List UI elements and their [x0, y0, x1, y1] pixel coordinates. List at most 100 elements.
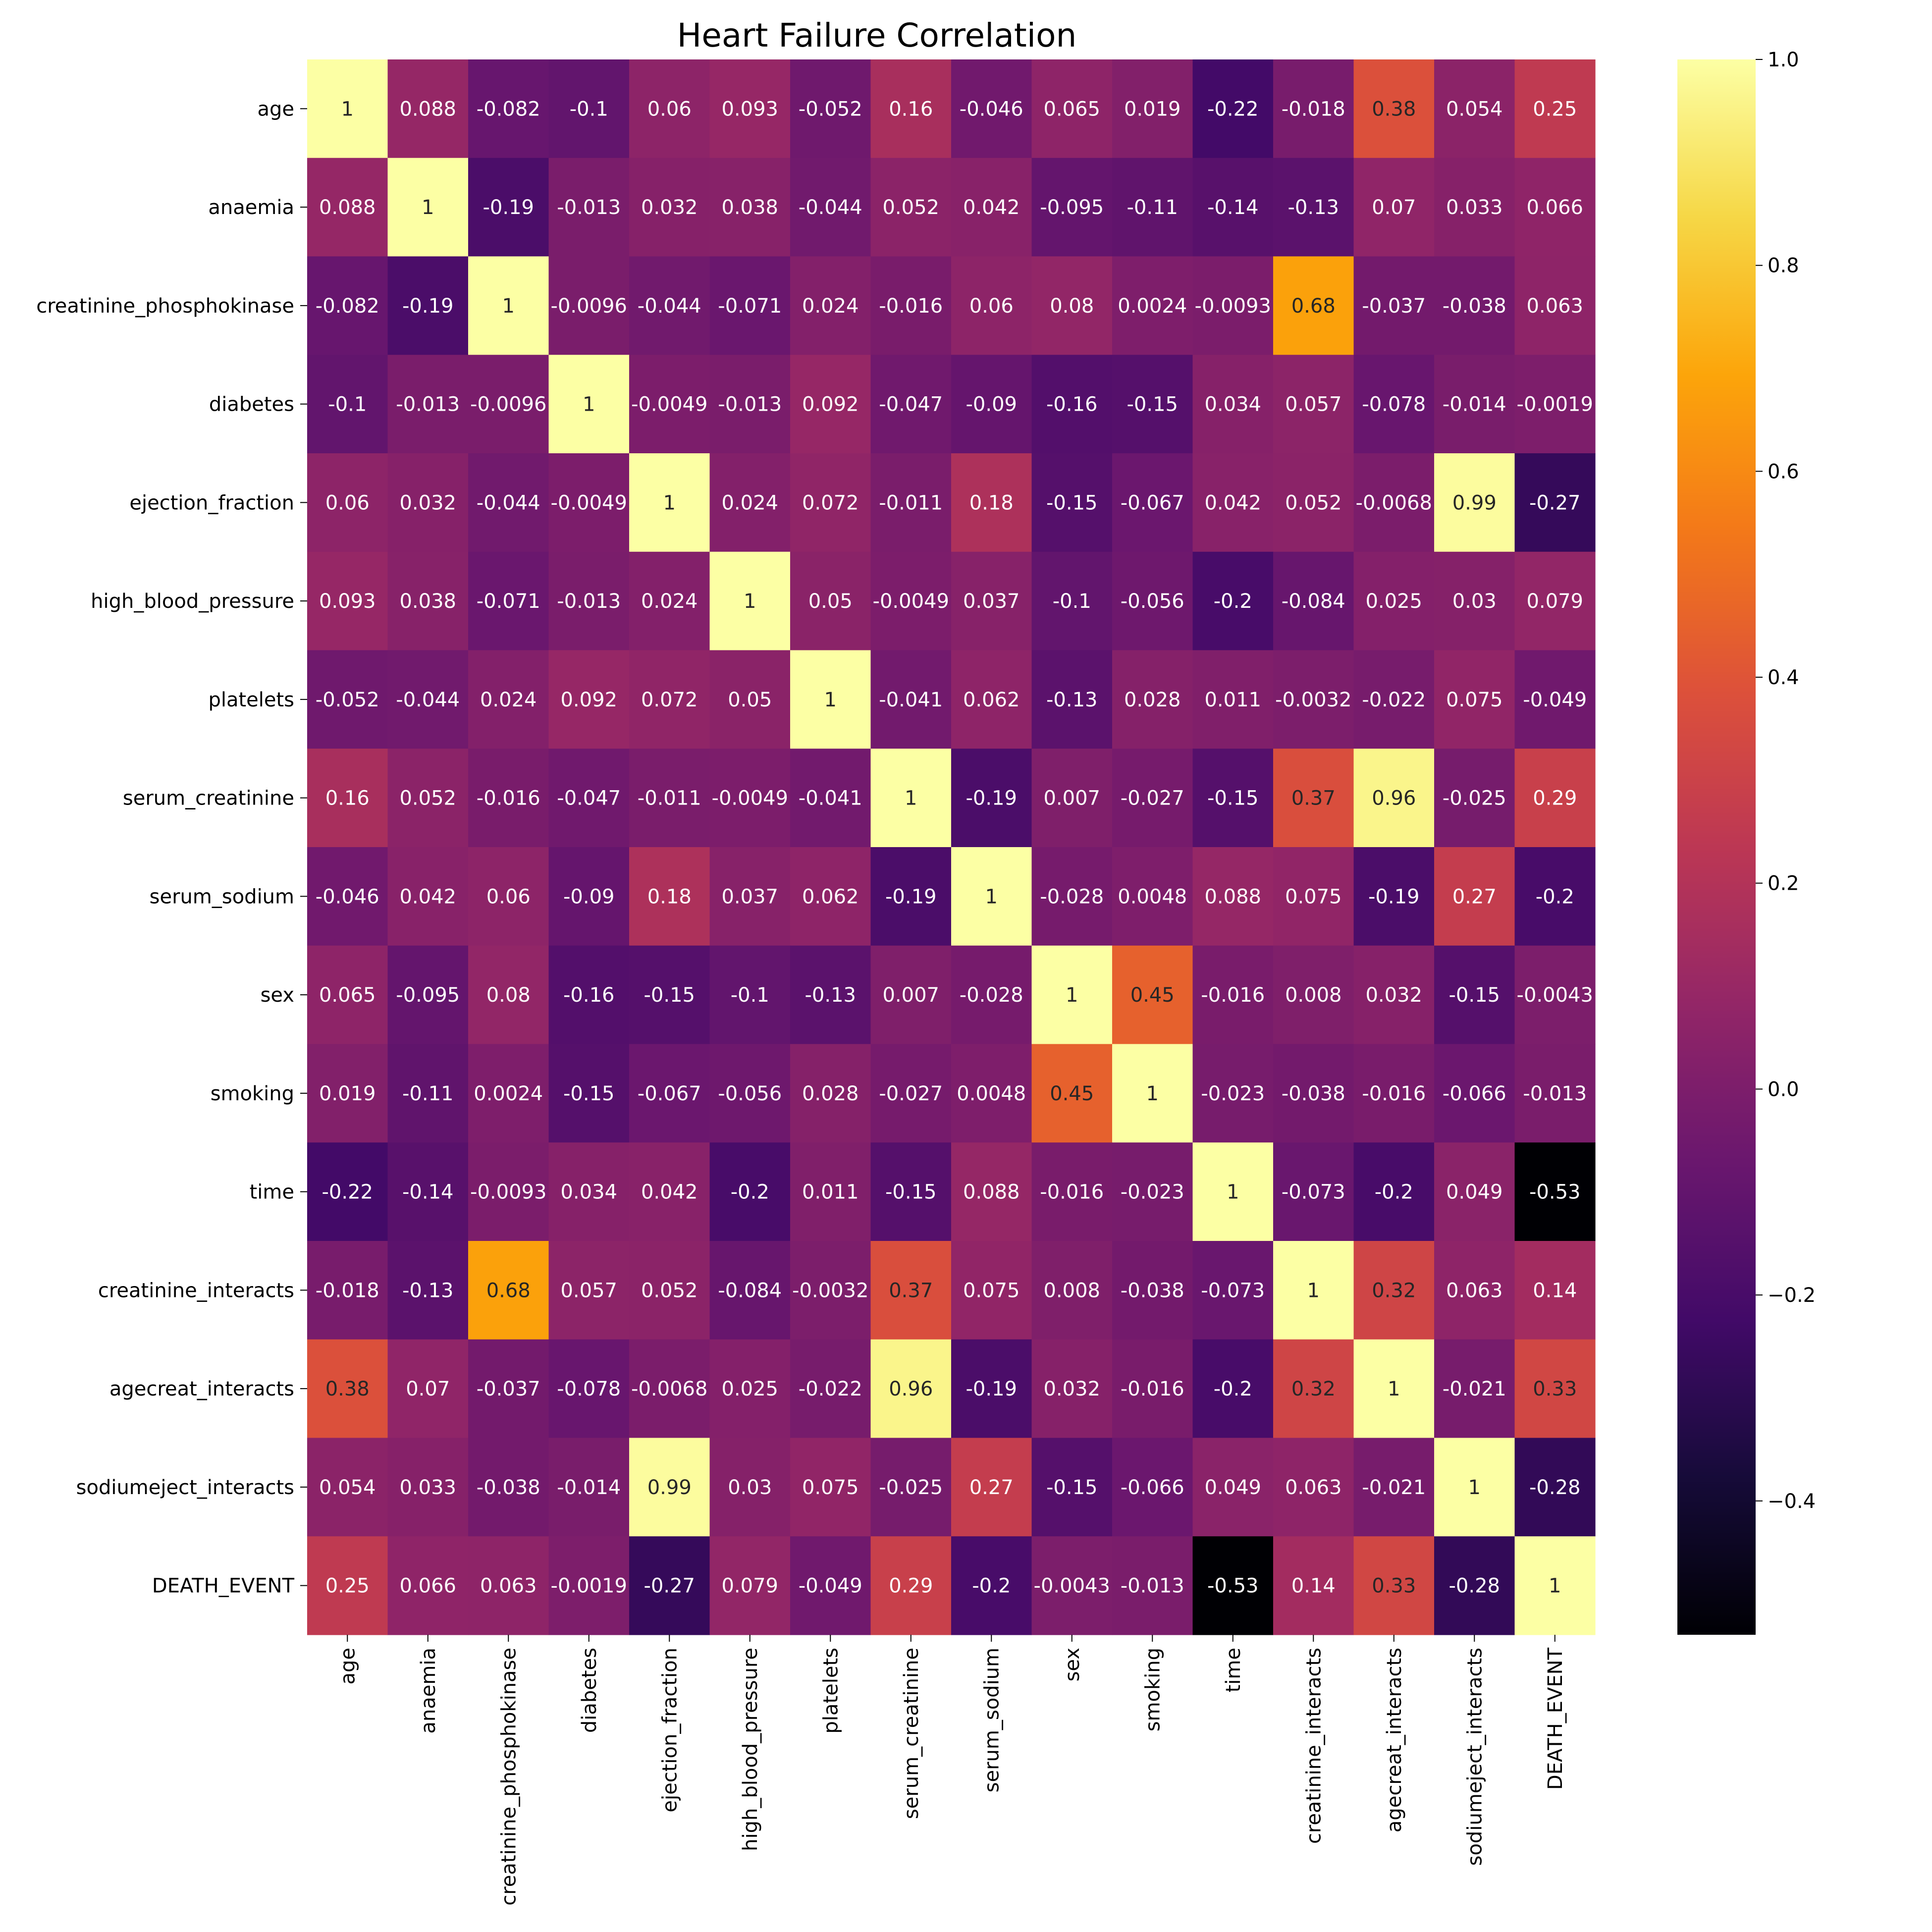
heatmap-cell	[548, 847, 630, 946]
cell-value-label: -0.044	[638, 295, 701, 318]
cell-value-label: 0.06	[325, 491, 370, 514]
cell-value-label: 0.042	[963, 196, 1020, 219]
heatmap-cell	[548, 650, 630, 749]
cell-value-label: 0.075	[802, 1476, 859, 1499]
heatmap-cell	[790, 847, 871, 946]
cell-value-label: 0.45	[1050, 1082, 1094, 1105]
heatmap-cell	[870, 1536, 952, 1635]
heatmap-cell	[790, 453, 871, 552]
cell-value-label: -0.018	[316, 1279, 379, 1302]
cell-value-label: 1	[824, 689, 837, 711]
cell-value-label: 0.03	[728, 1476, 772, 1499]
heatmap-cell	[307, 749, 388, 848]
cell-value-label: -0.13	[1046, 689, 1098, 711]
cell-value-label: -0.013	[1523, 1082, 1587, 1105]
cell-value-label: -0.09	[966, 393, 1018, 416]
cell-value-label: 0.062	[802, 885, 859, 908]
cell-value-label: -0.044	[799, 196, 862, 219]
heatmap-cell	[1273, 945, 1354, 1045]
heatmap-cell	[951, 1044, 1032, 1143]
cell-value-label: -0.011	[879, 491, 943, 514]
heatmap-cell	[1192, 256, 1274, 355]
cell-value-label: 0.066	[1526, 196, 1583, 219]
cell-value-label: 0.29	[1533, 787, 1577, 810]
heatmap-cell	[629, 59, 710, 159]
heatmap-cell	[1031, 355, 1113, 454]
cell-value-label: 0.092	[802, 393, 859, 416]
cell-value-label: 0.06	[647, 98, 692, 120]
cell-value-label: 0.075	[963, 1279, 1020, 1302]
cell-value-label: -0.16	[1046, 393, 1098, 416]
heatmap-cell	[709, 1339, 791, 1439]
heatmap-cell	[629, 551, 710, 651]
cell-value-label: 1	[663, 491, 676, 514]
heatmap-cell	[387, 650, 469, 749]
heatmap-cell	[1192, 1536, 1274, 1635]
cell-value-label: 0.033	[1446, 196, 1503, 219]
heatmap-cell	[870, 749, 952, 848]
heatmap-cell	[1192, 1142, 1274, 1241]
heatmap-cell	[1112, 453, 1193, 552]
heatmap-cell	[1434, 945, 1515, 1045]
heatmap-cell	[387, 847, 469, 946]
cell-value-label: -0.016	[879, 295, 943, 318]
heatmap-cell	[1273, 1241, 1354, 1340]
heatmap-cell	[1273, 1536, 1354, 1635]
cell-value-label: -0.14	[1207, 196, 1259, 219]
x-tick-label: anaemia	[417, 1648, 440, 1734]
cell-value-label: -0.0049	[873, 590, 949, 613]
cell-value-label: -0.53	[1207, 1575, 1259, 1598]
heatmap-cell	[1514, 945, 1596, 1045]
cell-value-label: -0.0096	[551, 295, 627, 318]
heatmap-cell	[548, 551, 630, 651]
cell-value-label: 0.025	[721, 1378, 778, 1400]
cell-value-label: 0.007	[1043, 787, 1100, 810]
heatmap-cell	[548, 1536, 630, 1635]
heatmap-cell	[468, 1241, 549, 1340]
heatmap-cell	[1434, 1339, 1515, 1439]
cell-value-label: -0.13	[1288, 196, 1340, 219]
y-axis-labels: age anaemia creatinine_phosphokinasediabet…	[36, 98, 307, 1598]
cell-value-label: 0.99	[1452, 491, 1497, 514]
heatmap-cell	[870, 847, 952, 946]
heatmap-cell	[387, 945, 469, 1045]
heatmap-cell	[1273, 1142, 1354, 1241]
heatmap-cell	[1353, 59, 1435, 159]
cell-value-label: 0.042	[1204, 491, 1261, 514]
cell-value-label: -0.037	[1362, 295, 1426, 318]
cell-value-label: 1	[1549, 1575, 1561, 1598]
y-tick-label: DEATH_EVENT	[152, 1575, 295, 1598]
heatmap-cell	[1112, 650, 1193, 749]
cell-value-label: 0.0048	[957, 1082, 1026, 1105]
cell-value-label: -0.025	[1443, 787, 1506, 810]
cell-value-label: -0.19	[885, 885, 937, 908]
cell-value-label: 0.038	[399, 590, 456, 613]
heatmap-cell	[468, 650, 549, 749]
heatmap-cell	[870, 650, 952, 749]
cell-value-label: -0.095	[1040, 196, 1104, 219]
cell-value-label: -0.067	[1121, 491, 1184, 514]
cell-value-label: -0.22	[1207, 98, 1259, 120]
heatmap-cell	[870, 551, 952, 651]
cell-value-label: 0.14	[1533, 1279, 1577, 1302]
cell-value-label: -0.028	[1040, 885, 1104, 908]
cell-value-label: 0.99	[647, 1476, 692, 1499]
cell-value-label: 0.024	[802, 295, 859, 318]
heatmap-cell	[951, 256, 1032, 355]
x-tick-label: agecreat_interacts	[1383, 1648, 1406, 1832]
cell-value-label: 0.037	[721, 885, 778, 908]
cell-value-label: 0.024	[480, 689, 537, 711]
heatmap-cell	[951, 1142, 1032, 1241]
heatmap-cell	[387, 1044, 469, 1143]
heatmap-cell	[790, 551, 871, 651]
heatmap-cell	[1434, 453, 1515, 552]
cell-value-label: 0.08	[1050, 295, 1094, 318]
x-tick-label: creatinine_phosphokinase	[497, 1648, 520, 1906]
heatmap-cell	[468, 1438, 549, 1537]
cell-value-label: 0.68	[486, 1279, 531, 1302]
cell-value-label: 0.019	[1124, 98, 1181, 120]
cell-value-label: -0.041	[879, 689, 943, 711]
cell-value-label: -0.022	[1362, 689, 1426, 711]
heatmap-cell	[548, 945, 630, 1045]
heatmap-cell	[307, 945, 388, 1045]
